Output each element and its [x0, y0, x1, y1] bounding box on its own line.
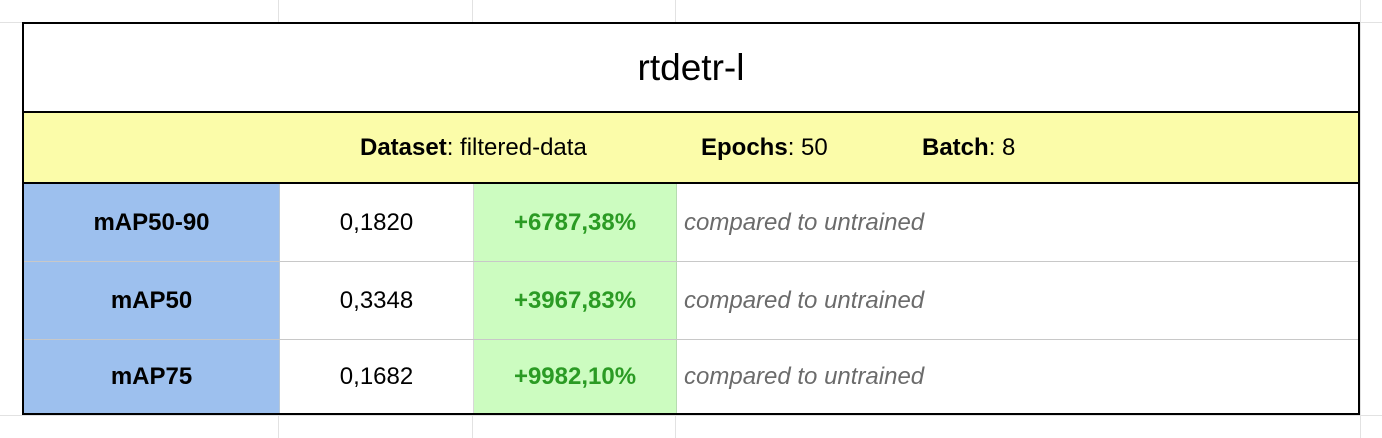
dataset-label: Dataset: [360, 134, 447, 161]
epochs-info: Epochs: 50: [701, 113, 828, 182]
metric-value-cell[interactable]: 0,1820: [280, 184, 474, 261]
batch-label: Batch: [922, 134, 989, 161]
table-row: mAP50-90 0,1820 +6787,38% compared to un…: [24, 184, 1358, 262]
epochs-value: : 50: [787, 134, 828, 161]
sheet-gridline: [0, 415, 1382, 416]
info-row[interactable]: Dataset: filtered-data Epochs: 50 Batch:…: [24, 113, 1358, 184]
dataset-value: : filtered-data: [446, 134, 587, 161]
metric-delta-cell[interactable]: +3967,83%: [474, 262, 677, 339]
epochs-label: Epochs: [701, 134, 788, 161]
batch-info: Batch: 8: [922, 113, 1015, 182]
model-title: rtdetr-l: [637, 46, 745, 88]
metric-delta-cell[interactable]: +9982,10%: [474, 340, 677, 413]
metric-name-cell[interactable]: mAP75: [24, 340, 280, 413]
results-table: rtdetr-l Dataset: filtered-data Epochs: …: [22, 22, 1360, 415]
metric-note-cell[interactable]: compared to untrained: [684, 286, 925, 314]
metric-delta-cell[interactable]: +6787,38%: [474, 184, 677, 261]
metric-name-cell[interactable]: mAP50: [24, 262, 280, 339]
sheet-gridline: [1360, 0, 1361, 438]
table-row: mAP50 0,3348 +3967,83% compared to untra…: [24, 262, 1358, 340]
dataset-info: Dataset: filtered-data: [360, 113, 587, 182]
metric-value-cell[interactable]: 0,3348: [280, 262, 474, 339]
metric-name-cell[interactable]: mAP50-90: [24, 184, 280, 261]
metric-note-cell[interactable]: compared to untrained: [684, 362, 925, 390]
table-row: mAP75 0,1682 +9982,10% compared to untra…: [24, 340, 1358, 413]
metric-note-cell[interactable]: compared to untrained: [684, 208, 925, 236]
batch-value: : 8: [988, 134, 1016, 161]
title-cell[interactable]: rtdetr-l: [24, 24, 1358, 113]
metric-value-cell[interactable]: 0,1682: [280, 340, 474, 413]
